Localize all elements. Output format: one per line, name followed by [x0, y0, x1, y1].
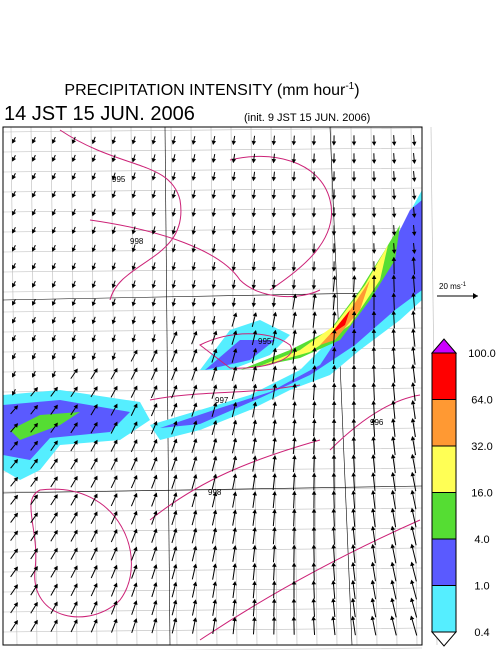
title-text: PRECIPITATION INTENSITY (mm hour — [64, 82, 346, 99]
contour-label: 995 — [258, 337, 272, 346]
colorbar-label: 1.0 — [474, 581, 489, 593]
colorbar-label: 16.0 — [471, 488, 492, 500]
valid-time: 14 JST 15 JUN. 2006 — [4, 103, 195, 125]
colorbar-bin — [432, 446, 456, 493]
title-close: ) — [354, 82, 359, 99]
init-time: (init. 9 JST 15 JUN. 2006) — [244, 112, 370, 124]
colorbar-bin — [432, 353, 456, 400]
colorbar-label: 64.0 — [471, 395, 492, 407]
contour-label: 998 — [130, 237, 144, 246]
vector-scale: 20 ms-1 — [437, 282, 478, 299]
vector-scale-label: 20 ms-1 — [439, 282, 467, 291]
map: 995 998 995 997 996 998 — [3, 127, 437, 650]
colorbar-label: 4.0 — [474, 534, 489, 546]
colorbar-bin — [432, 586, 456, 633]
colorbar-triangle-bottom — [432, 632, 456, 646]
title: PRECIPITATION INTENSITY (mm hour-1) — [64, 81, 359, 99]
vector-scale-text: 20 ms — [439, 282, 461, 291]
colorbar-label: 32.0 — [471, 441, 492, 453]
vector-scale-exponent: -1 — [461, 282, 467, 288]
colorbar-bin — [432, 539, 456, 586]
colorbar-label: 0.4 — [474, 627, 489, 639]
colorbar-triangle-top — [432, 339, 456, 353]
map-background — [3, 127, 422, 645]
vector-scale-head — [473, 293, 478, 299]
colorbar-bin — [432, 400, 456, 447]
colorbar-bin — [432, 493, 456, 540]
colorbar: 100.0 64.0 32.0 16.0 4.0 1.0 0.4 — [432, 339, 496, 646]
contour-label: 997 — [215, 396, 229, 405]
colorbar-label: 100.0 — [468, 348, 496, 360]
